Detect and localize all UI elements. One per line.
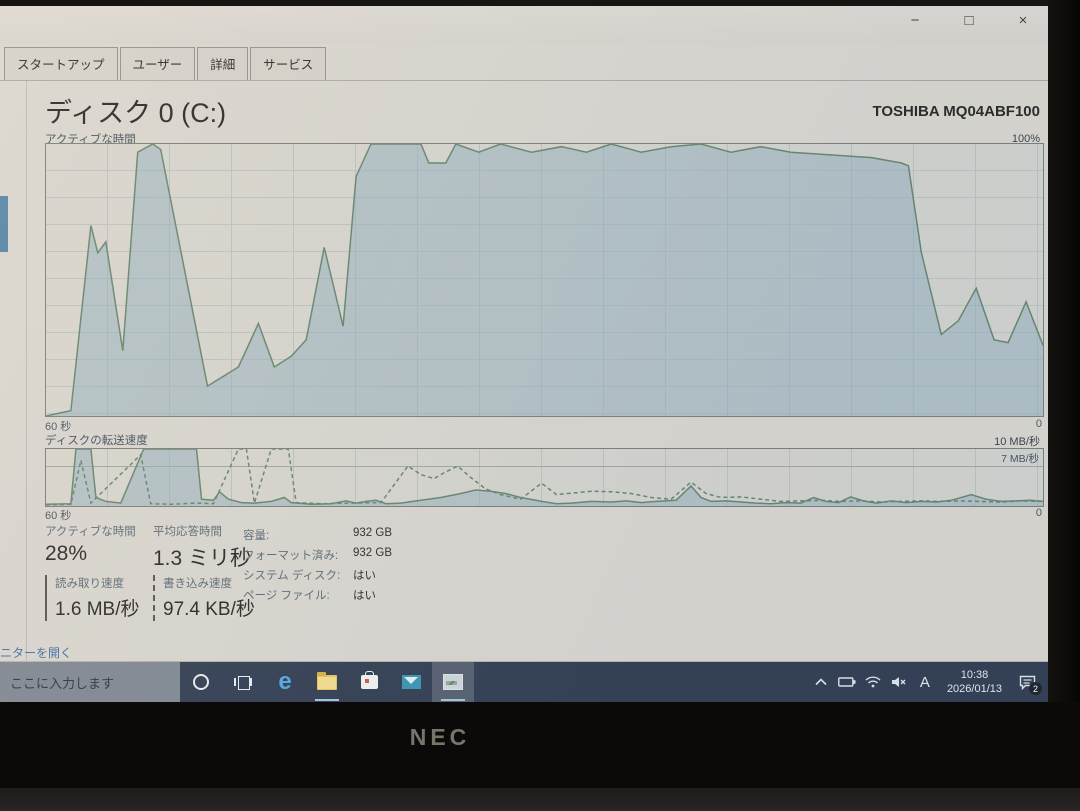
stat-read-speed: 読み取り速度 1.6 MB/秒 xyxy=(45,575,139,621)
volume-muted-icon[interactable] xyxy=(889,668,909,696)
stat-label: アクティブな時間 xyxy=(45,526,136,538)
detail-row: システム ディスク: はい xyxy=(243,567,392,583)
ime-mode-indicator[interactable]: A xyxy=(919,673,930,691)
laptop-bezel-top xyxy=(0,0,1080,6)
sidebar-divider xyxy=(26,81,27,661)
cortana-button[interactable] xyxy=(180,662,222,702)
laptop-bezel-right xyxy=(1048,0,1080,786)
stat-write-speed: 書き込み速度 97.4 KB/秒 xyxy=(153,575,255,621)
active-time-scale-max: 100% xyxy=(1011,133,1040,145)
detail-value: はい xyxy=(353,590,376,602)
cortana-icon xyxy=(193,674,209,690)
detail-row: フォーマット済み: 932 GB xyxy=(243,547,392,563)
stat-value: 28% xyxy=(45,542,88,565)
device-model: TOSHIBA MQ04ABF100 xyxy=(872,103,1040,120)
task-manager-window: − □ × スタートアップ ユーザー 詳細 サービス ディスク 0 (C:) T… xyxy=(0,6,1048,702)
task-manager-icon xyxy=(443,674,463,690)
title-bar: − □ × xyxy=(0,6,1048,44)
edge-button[interactable]: e xyxy=(264,662,306,702)
x-axis-left-label: 60 秒 xyxy=(45,510,72,522)
transfer-chart-svg xyxy=(46,449,1043,506)
x-axis-left-label: 60 秒 xyxy=(45,421,72,433)
active-time-chart xyxy=(45,143,1044,417)
stat-value: 97.4 KB/秒 xyxy=(163,599,255,620)
seven-mb-gridline xyxy=(46,466,1043,468)
stat-value: 1.3 ミリ秒 xyxy=(153,547,252,570)
task-view-button[interactable] xyxy=(222,662,264,702)
action-center-icon xyxy=(1019,675,1035,690)
clock-date: 2026/01/13 xyxy=(946,683,1002,695)
detail-value: 932 GB xyxy=(353,527,392,539)
x-axis-right-label: 0 xyxy=(1035,507,1042,519)
window-controls: − □ × xyxy=(902,12,1036,29)
sidebar-disk-thumbnail[interactable] xyxy=(0,196,8,252)
action-center-button[interactable]: 2 xyxy=(1014,668,1042,696)
task-manager-button[interactable] xyxy=(432,662,474,702)
laptop-bezel-bottom xyxy=(0,702,1080,788)
stat-active-time: アクティブな時間 28% xyxy=(45,523,136,566)
tab-users[interactable]: ユーザー xyxy=(119,47,196,80)
transfer-chart-label: ディスクの転送速度 xyxy=(45,435,148,447)
page-title: ディスク 0 (C:) xyxy=(45,98,227,128)
detail-label: ページ ファイル: xyxy=(243,590,330,602)
stat-value: 1.6 MB/秒 xyxy=(55,599,140,620)
tray-chevron-up-icon[interactable] xyxy=(811,668,831,696)
stat-avg-response: 平均応答時間 1.3 ミリ秒 xyxy=(153,523,251,572)
battery-icon[interactable] xyxy=(837,668,857,696)
maximize-button[interactable]: □ xyxy=(964,12,974,29)
detail-value: はい xyxy=(353,570,376,582)
file-explorer-button[interactable] xyxy=(306,662,348,702)
performance-disk-panel: ディスク 0 (C:) TOSHIBA MQ04ABF100 アクティブな時間 … xyxy=(0,81,1048,666)
wifi-icon[interactable] xyxy=(863,668,883,696)
transfer-chart: 7 MB/秒 xyxy=(45,448,1044,507)
mail-button[interactable] xyxy=(390,662,432,702)
store-icon xyxy=(360,671,378,689)
detail-row: ページ ファイル: はい xyxy=(243,587,392,603)
tab-strip: スタートアップ ユーザー 詳細 サービス xyxy=(0,44,1048,81)
transfer-scale-max: 10 MB/秒 xyxy=(994,436,1040,448)
mail-icon xyxy=(401,675,421,689)
clock-time: 10:38 xyxy=(960,668,989,681)
detail-value: 932 GB xyxy=(353,547,392,559)
background-surface xyxy=(0,788,1080,811)
edge-icon: e xyxy=(278,668,292,695)
notification-badge: 2 xyxy=(1029,682,1042,695)
taskbar-search-input[interactable]: ここに入力します xyxy=(0,662,180,702)
laptop-brand-logo: NEC xyxy=(409,724,471,750)
open-resource-monitor-link[interactable]: ニターを開く xyxy=(0,646,73,660)
close-button[interactable]: × xyxy=(1018,12,1028,29)
tab-startup[interactable]: スタートアップ xyxy=(4,47,118,80)
tab-details[interactable]: 詳細 xyxy=(197,47,249,80)
detail-label: システム ディスク: xyxy=(243,570,341,582)
stat-label: 書き込み速度 xyxy=(163,578,232,590)
file-explorer-icon xyxy=(317,671,337,690)
seven-mb-label: 7 MB/秒 xyxy=(1001,453,1039,465)
task-view-icon xyxy=(234,675,252,690)
tab-services[interactable]: サービス xyxy=(250,47,327,80)
store-button[interactable] xyxy=(348,662,390,702)
search-placeholder: ここに入力します xyxy=(10,675,115,691)
x-axis-right-label: 0 xyxy=(1035,418,1042,430)
system-tray: A 10:38 2026/01/13 2 xyxy=(811,668,1048,697)
windows-taskbar: ここに入力します e xyxy=(0,662,1048,702)
detail-label: フォーマット済み: xyxy=(243,550,339,562)
clock[interactable]: 10:38 2026/01/13 xyxy=(941,668,1008,697)
stat-label: 平均応答時間 xyxy=(153,526,222,538)
stat-label: 読み取り速度 xyxy=(55,578,124,590)
detail-label: 容量: xyxy=(243,530,270,542)
content-divider xyxy=(0,661,1048,662)
detail-row: 容量: 932 GB xyxy=(243,527,392,543)
disk-details: 容量: 932 GB フォーマット済み: 932 GB システム ディスク: は… xyxy=(243,527,392,607)
active-time-chart-svg xyxy=(46,144,1043,416)
minimize-button[interactable]: − xyxy=(910,12,920,29)
